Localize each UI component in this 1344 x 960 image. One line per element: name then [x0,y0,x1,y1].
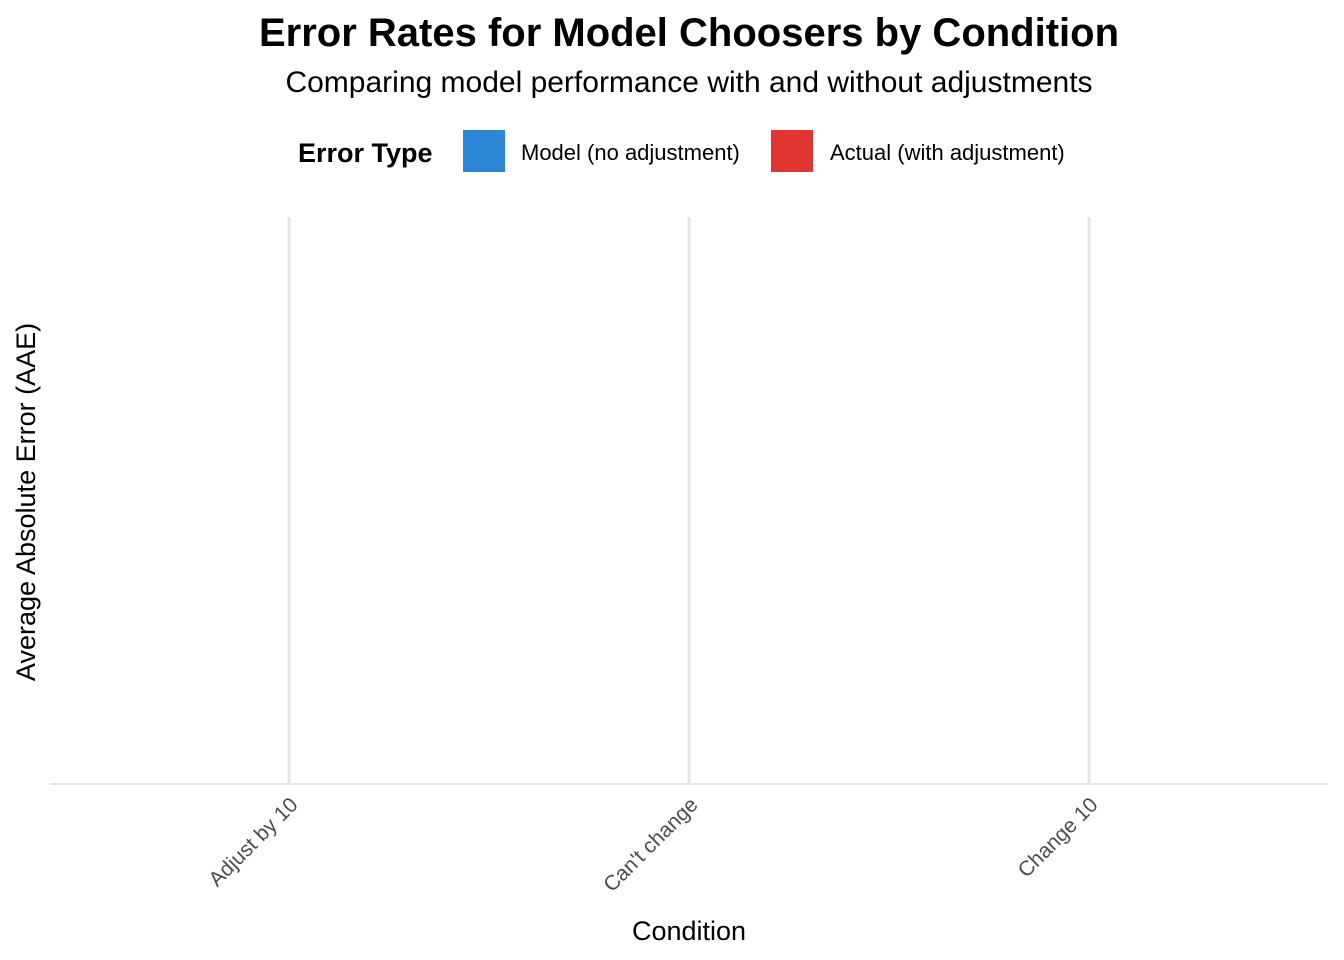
x-tick-labels: Adjust by 10 Can't change Change 10 [205,793,1103,896]
legend-swatch-actual [771,130,813,172]
x-tick-label-change-10: Change 10 [1014,793,1103,882]
legend-label-model: Model (no adjustment) [521,140,740,165]
y-axis-title: Average Absolute Error (AAE) [11,323,41,681]
chart-title: Error Rates for Model Choosers by Condit… [259,11,1119,55]
legend: Error Type Model (no adjustment) Actual … [298,130,1065,172]
plot-area [287,217,1091,784]
chart-subtitle: Comparing model performance with and wit… [285,66,1092,99]
legend-title: Error Type [298,138,433,168]
x-tick-label-can-t-change: Can't change [599,793,702,896]
x-axis-title: Condition [632,916,746,946]
legend-label-actual: Actual (with adjustment) [830,140,1065,165]
x-tick-label-adjust-by-10: Adjust by 10 [205,793,303,891]
legend-swatch-model [463,130,505,172]
